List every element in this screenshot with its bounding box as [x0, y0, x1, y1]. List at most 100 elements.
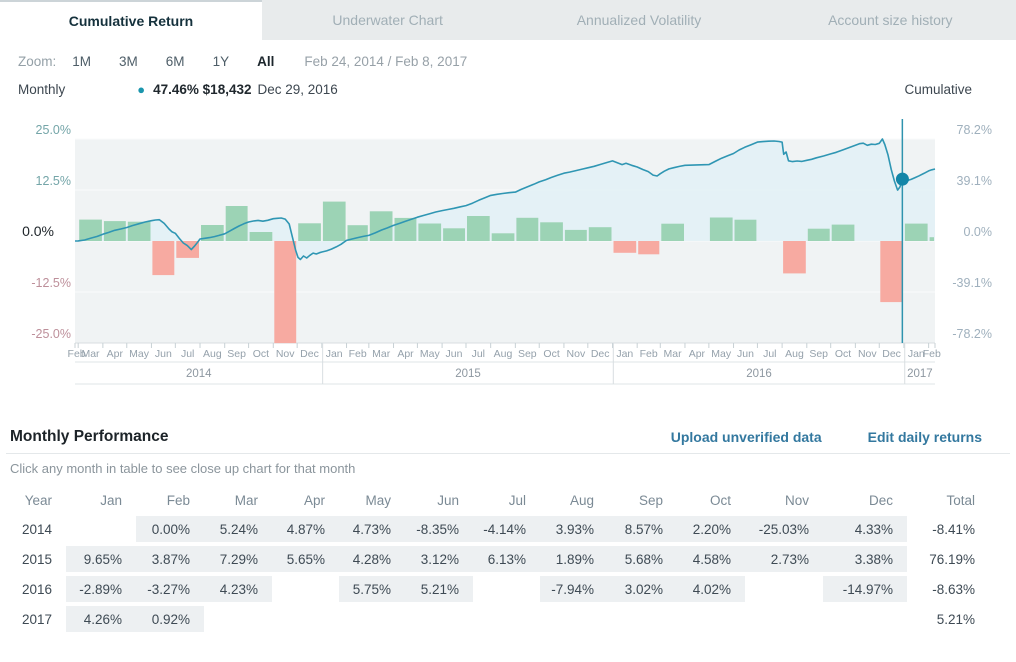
- left-axis-label: -12.5%: [31, 276, 71, 290]
- monthly-return-bar-positive: [929, 237, 934, 241]
- month-label: Apr: [107, 348, 124, 360]
- monthly-return-bar-positive: [467, 216, 490, 241]
- month-cell[interactable]: -3.27%: [136, 576, 204, 602]
- col-header-jan: Jan: [100, 493, 122, 508]
- selected-point-marker: [895, 172, 909, 186]
- month-cell: [745, 606, 823, 632]
- month-cell[interactable]: 2.20%: [677, 516, 745, 542]
- month-label: Mar: [664, 348, 683, 360]
- month-cell: [608, 606, 677, 632]
- month-cell[interactable]: 4.23%: [204, 576, 272, 602]
- month-label: May: [420, 348, 441, 360]
- month-cell[interactable]: 6.13%: [473, 546, 540, 572]
- upload-unverified-data-link[interactable]: Upload unverified data: [670, 429, 822, 445]
- zoom-controls: Zoom: 1M 3M 6M 1Y All Feb 24, 2014 / Feb…: [18, 53, 467, 69]
- tab-account-size-history[interactable]: Account size history: [764, 0, 1016, 40]
- month-label: Jun: [155, 348, 172, 360]
- col-header-dec: Dec: [868, 493, 893, 508]
- month-cell[interactable]: 3.87%: [136, 546, 204, 572]
- month-cell[interactable]: 4.02%: [677, 576, 745, 602]
- month-cell: [66, 516, 136, 542]
- col-header-apr: Apr: [303, 493, 325, 508]
- month-cell[interactable]: 5.75%: [339, 576, 405, 602]
- col-header-sep: Sep: [638, 493, 663, 508]
- col-header-jul: Jul: [508, 493, 526, 508]
- year-label: 2015: [455, 368, 481, 380]
- monthly-return-bar-positive: [298, 223, 321, 241]
- left-axis-label: 25.0%: [36, 123, 71, 137]
- chart-svg[interactable]: 25.0% 12.5% 0.0% -12.5% -25.0% 78.2% 39.1% 0.0%…: [0, 115, 1016, 385]
- month-cell[interactable]: 0.00%: [136, 516, 204, 542]
- zoom-option-3m[interactable]: 3M: [119, 53, 138, 69]
- monthly-return-bar-positive: [661, 223, 684, 241]
- monthly-return-bar-positive: [491, 233, 515, 241]
- month-label: Sep: [518, 348, 537, 360]
- zoom-option-1y[interactable]: 1Y: [212, 53, 230, 69]
- year-cell: 2016: [21, 581, 52, 597]
- month-label: Dec: [591, 348, 610, 360]
- monthly-return-bar-negative: [176, 241, 199, 258]
- chart-tabs: Cumulative Return Underwater Chart Annua…: [0, 0, 1016, 40]
- col-header-aug: Aug: [569, 493, 594, 508]
- zoom-option-1m[interactable]: 1M: [72, 53, 92, 69]
- month-label: Jun: [446, 348, 463, 360]
- month-label: Nov: [567, 348, 586, 360]
- month-cell[interactable]: 8.57%: [608, 516, 677, 542]
- month-cell[interactable]: -7.94%: [540, 576, 608, 602]
- month-cell[interactable]: -8.35%: [405, 516, 473, 542]
- marker-value: 47.46% $18,432: [153, 82, 252, 97]
- month-cell[interactable]: -25.03%: [745, 516, 823, 542]
- left-axis-label: -25.0%: [31, 327, 71, 341]
- monthly-return-bar-positive: [564, 229, 587, 241]
- month-cell[interactable]: 4.58%: [677, 546, 745, 572]
- month-cell[interactable]: 3.38%: [823, 546, 907, 572]
- month-cell[interactable]: 5.68%: [608, 546, 677, 572]
- year-label: 2017: [907, 368, 933, 380]
- month-cell[interactable]: 2.73%: [745, 546, 823, 572]
- monthly-return-bar-positive: [831, 224, 855, 241]
- monthly-return-bar-positive: [249, 232, 273, 241]
- month-cell[interactable]: -2.89%: [66, 576, 136, 602]
- month-cell[interactable]: 4.33%: [823, 516, 907, 542]
- month-cell[interactable]: 5.21%: [405, 576, 473, 602]
- right-axis-label: 0.0%: [964, 225, 993, 239]
- marker-dot-icon: ●: [137, 82, 146, 97]
- tab-cumulative-return[interactable]: Cumulative Return: [0, 0, 262, 40]
- month-label: Jun: [737, 348, 754, 360]
- tab-annualized-volatility[interactable]: Annualized Volatility: [513, 0, 765, 40]
- monthly-return-bar-positive: [516, 217, 539, 241]
- month-label: Dec: [882, 348, 901, 360]
- month-cell[interactable]: 7.29%: [204, 546, 272, 572]
- month-cell[interactable]: 4.26%: [66, 606, 136, 632]
- cumulative-return-chart[interactable]: 25.0% 12.5% 0.0% -12.5% -25.0% 78.2% 39.1% 0.0%…: [0, 115, 1016, 385]
- zoom-option-all[interactable]: All: [257, 53, 275, 69]
- monthly-return-bar-positive: [904, 223, 928, 241]
- month-label: Jan: [908, 348, 925, 360]
- tab-underwater-chart[interactable]: Underwater Chart: [262, 0, 514, 40]
- year-cell: 2017: [21, 611, 52, 627]
- month-cell[interactable]: -14.97%: [823, 576, 907, 602]
- month-label: Aug: [494, 348, 513, 360]
- edit-daily-returns-link[interactable]: Edit daily returns: [867, 429, 982, 445]
- month-cell[interactable]: 3.93%: [540, 516, 608, 542]
- month-cell[interactable]: 3.02%: [608, 576, 677, 602]
- month-cell: [204, 606, 272, 632]
- month-cell[interactable]: -4.14%: [473, 516, 540, 542]
- month-cell: [272, 606, 339, 632]
- month-label: Aug: [785, 348, 804, 360]
- month-cell[interactable]: 3.12%: [405, 546, 473, 572]
- month-cell[interactable]: 4.73%: [339, 516, 405, 542]
- month-cell[interactable]: 5.24%: [204, 516, 272, 542]
- col-header-year: Year: [24, 493, 52, 508]
- zoom-option-6m[interactable]: 6M: [165, 53, 185, 69]
- month-cell[interactable]: 0.92%: [136, 606, 204, 632]
- month-cell: [272, 576, 339, 602]
- month-cell[interactable]: 1.89%: [540, 546, 608, 572]
- monthly-return-bar-positive: [127, 221, 151, 241]
- month-label: Sep: [227, 348, 246, 360]
- month-cell[interactable]: 4.87%: [272, 516, 339, 542]
- month-cell[interactable]: 9.65%: [66, 546, 136, 572]
- month-cell[interactable]: 5.65%: [272, 546, 339, 572]
- month-label: May: [129, 348, 150, 360]
- month-cell[interactable]: 4.28%: [339, 546, 405, 572]
